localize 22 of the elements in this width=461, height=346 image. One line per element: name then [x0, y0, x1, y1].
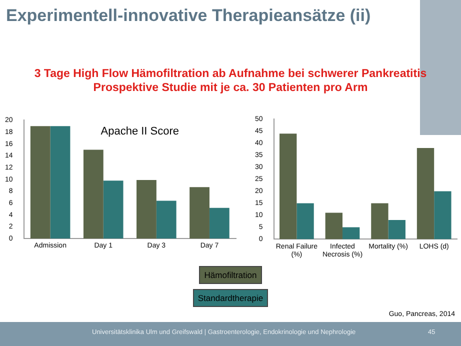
- bar: [103, 180, 124, 239]
- text: Experimentell-innovative Therapieansätze (ii): [6, 6, 371, 26]
- text: Apache II Score: [100, 126, 180, 138]
- text: 3 Tage High Flow Hämofiltration ab Aufnahme bei schwerer Pankreatitis: [33, 68, 428, 80]
- bar: [388, 220, 406, 240]
- bar: [371, 203, 388, 240]
- bar: [190, 187, 210, 239]
- bar: [136, 180, 156, 239]
- bar: [156, 200, 176, 239]
- bar: [342, 227, 360, 240]
- bar: [434, 191, 452, 240]
- text: Standardtherapie: [192, 289, 268, 307]
- bar: [280, 134, 297, 240]
- bar: [30, 126, 50, 239]
- text: Prospektive Studie mit je ca. 30 Patienten pro Arm: [92, 82, 369, 94]
- bar: [83, 150, 104, 239]
- bar: [50, 126, 70, 239]
- bar: [296, 203, 314, 240]
- bar: [209, 208, 230, 239]
- text: Hämofiltration: [199, 266, 262, 284]
- bar: [325, 212, 342, 240]
- bar: [416, 148, 434, 240]
